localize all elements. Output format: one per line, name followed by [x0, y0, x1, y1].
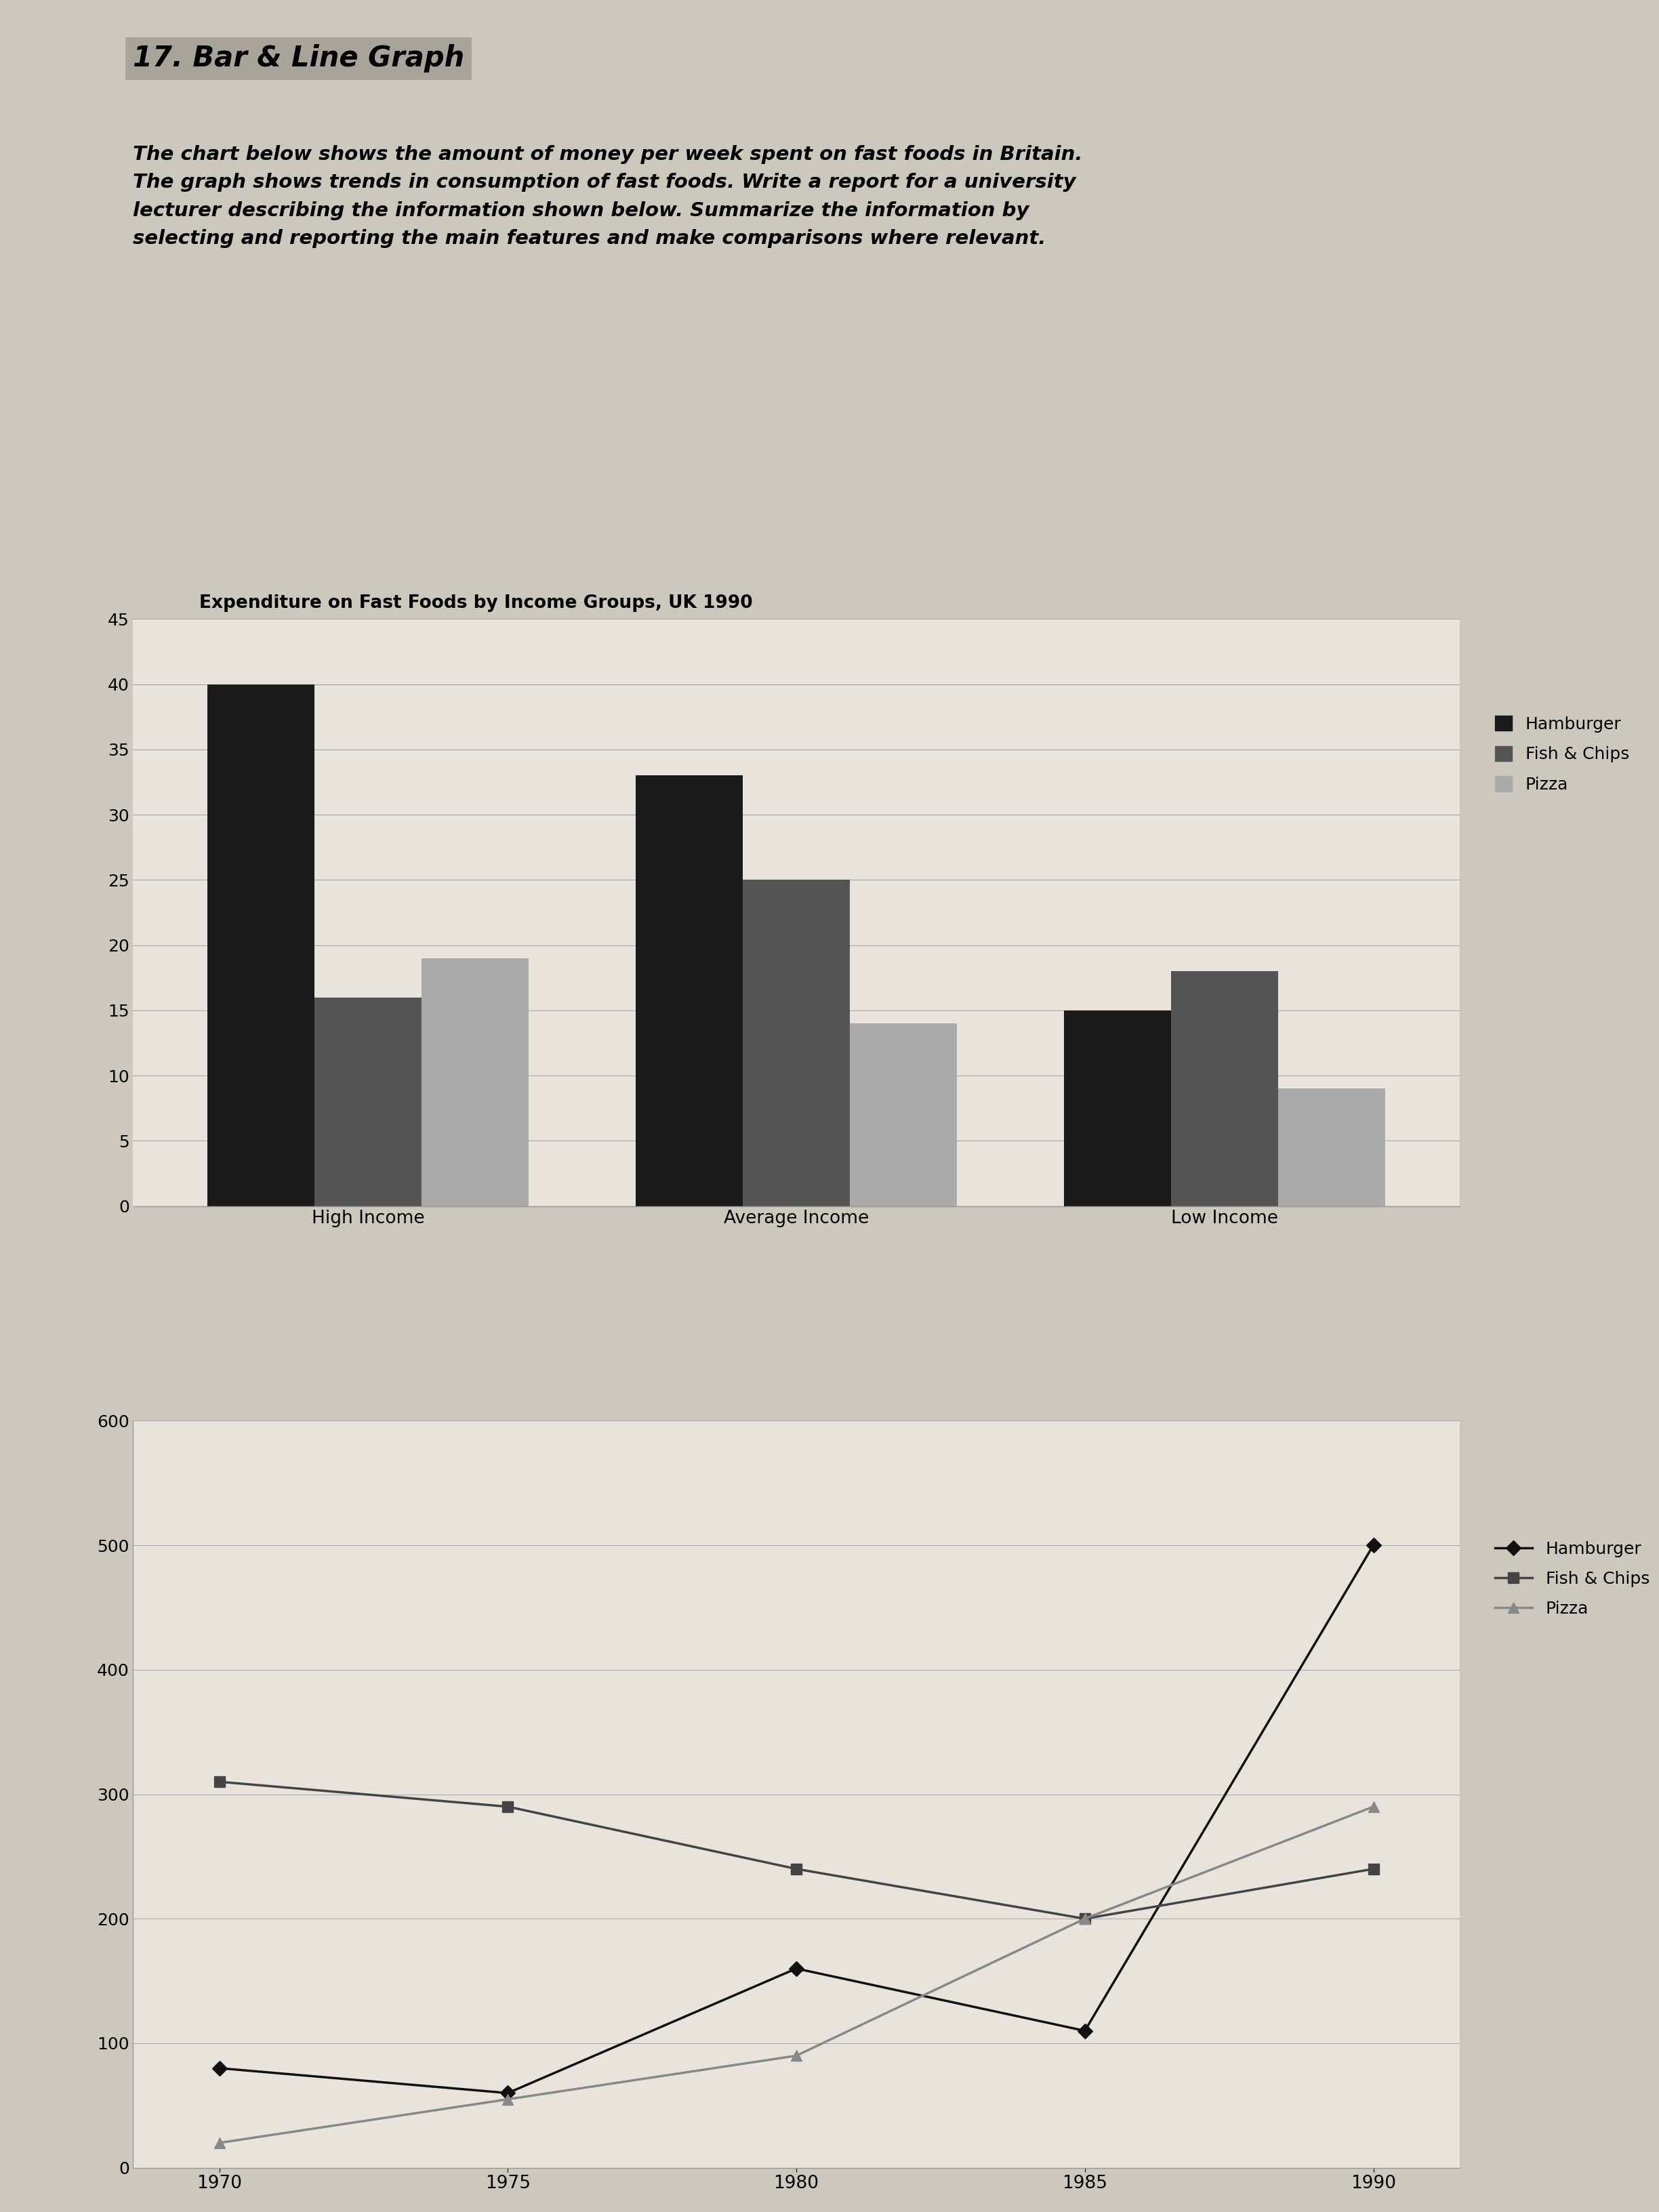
- Fish & Chips: [1075, 1905, 1095, 1931]
- Hamburger: [1075, 2017, 1095, 2044]
- Legend: Hamburger, Fish & Chips, Pizza: Hamburger, Fish & Chips, Pizza: [1495, 1542, 1649, 1617]
- Bar: [1277, 1088, 1385, 1206]
- Pizza: [498, 2086, 518, 2112]
- Bar: [421, 958, 529, 1206]
- Line: Fish & Chips: Fish & Chips: [214, 1776, 1379, 1924]
- Bar: [743, 880, 849, 1206]
- Pizza: [786, 2042, 806, 2068]
- Bar: [1171, 971, 1277, 1206]
- Fish & Chips: [209, 1767, 229, 1794]
- Pizza: [209, 2130, 229, 2157]
- Fish & Chips: [1364, 1856, 1384, 1882]
- Bar: [207, 684, 315, 1206]
- Line: Pizza: Pizza: [214, 1801, 1379, 2148]
- Hamburger: [786, 1955, 806, 1982]
- Hamburger: [498, 2079, 518, 2106]
- Legend: Hamburger, Fish & Chips, Pizza: Hamburger, Fish & Chips, Pizza: [1495, 714, 1629, 794]
- Pizza: [1364, 1794, 1384, 1820]
- Hamburger: [1364, 1533, 1384, 1559]
- Fish & Chips: [498, 1794, 518, 1820]
- Line: Hamburger: Hamburger: [214, 1540, 1379, 2099]
- Bar: [1063, 1011, 1171, 1206]
- Fish & Chips: [786, 1856, 806, 1882]
- Text: The chart below shows the amount of money per week spent on fast foods in Britai: The chart below shows the amount of mone…: [133, 146, 1083, 248]
- Bar: [849, 1024, 957, 1206]
- Hamburger: [209, 2055, 229, 2081]
- Text: Expenditure on Fast Foods by Income Groups, UK 1990: Expenditure on Fast Foods by Income Grou…: [199, 595, 753, 613]
- Pizza: [1075, 1905, 1095, 1931]
- Bar: [315, 998, 421, 1206]
- Bar: [635, 776, 743, 1206]
- Text: 17. Bar & Line Graph: 17. Bar & Line Graph: [133, 44, 465, 73]
